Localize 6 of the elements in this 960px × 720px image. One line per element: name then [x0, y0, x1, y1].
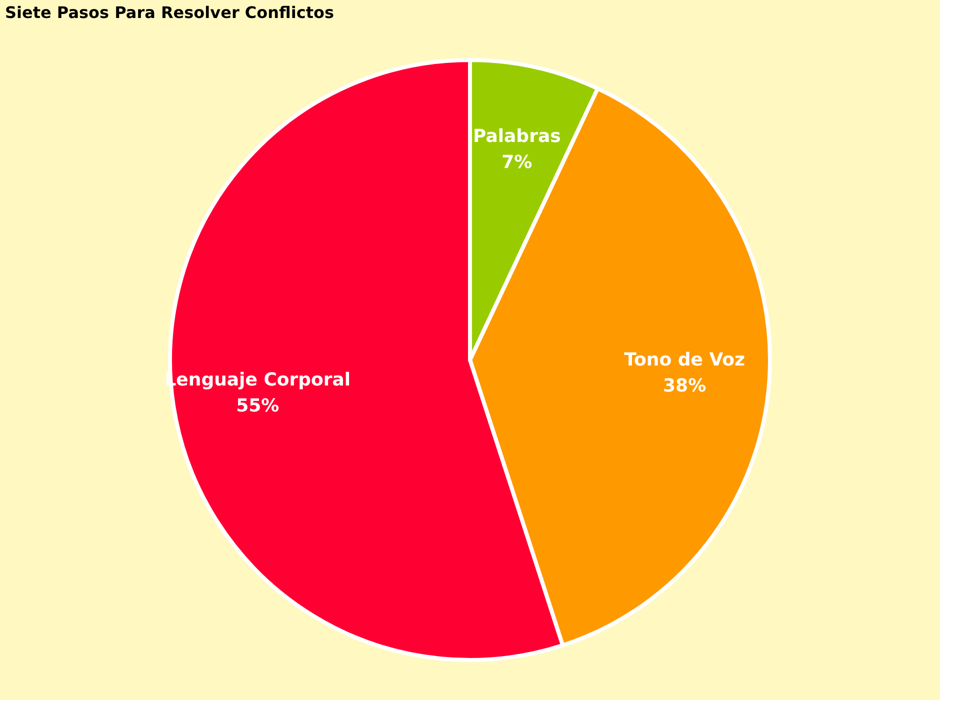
slice-label: Tono de Voz — [624, 350, 746, 370]
data-label: 55% — [236, 396, 280, 417]
data-label: 7% — [502, 152, 532, 174]
slice-label: Palabras — [473, 126, 561, 148]
chart-title: Siete Pasos Para Resolver Conflictos — [5, 3, 334, 22]
data-label: 38% — [663, 376, 706, 396]
